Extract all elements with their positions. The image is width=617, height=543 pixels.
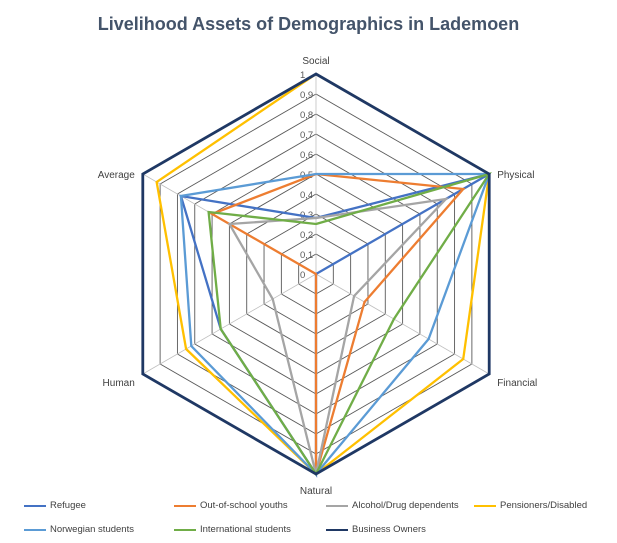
legend-label: Norwegian students bbox=[50, 524, 134, 535]
axis-labels: Social Physical Financial Natural Human Avera… bbox=[98, 56, 538, 497]
radial-tick-label: 0 bbox=[300, 270, 305, 281]
axis-label-financial: Financial bbox=[497, 378, 537, 389]
legend-swatch bbox=[326, 528, 348, 531]
radial-tick-label: 0,9 bbox=[300, 90, 313, 101]
legend-swatch bbox=[174, 528, 196, 531]
legend-item: Norwegian students bbox=[24, 524, 134, 535]
legend-item: Out-of-school youths bbox=[174, 500, 288, 511]
legend-swatch bbox=[24, 528, 46, 531]
chart-title: Livelihood Assets of Demographics in Lad… bbox=[97, 14, 520, 34]
radial-tick-label: 0,8 bbox=[300, 110, 313, 121]
radial-tick-label: 1 bbox=[300, 70, 305, 81]
legend-label: Out-of-school youths bbox=[200, 500, 288, 511]
axis-spoke bbox=[142, 273, 317, 375]
axis-label-social: Social bbox=[302, 56, 329, 67]
legend-swatch bbox=[24, 504, 46, 507]
series-lines bbox=[141, 72, 492, 478]
legend-item: Refugee bbox=[24, 500, 86, 511]
axis-label-natural: Natural bbox=[300, 486, 332, 497]
axis-label-average: Average bbox=[98, 170, 136, 181]
radial-tick-label: 0,1 bbox=[300, 250, 313, 261]
legend-label: International students bbox=[200, 524, 291, 535]
legend-label: Alcohol/Drug dependents bbox=[352, 500, 459, 511]
legend-item: International students bbox=[174, 524, 291, 535]
radial-tick-label: 0,2 bbox=[300, 230, 313, 241]
legend-label: Refugee bbox=[50, 500, 86, 511]
axis-label-human: Human bbox=[103, 378, 135, 389]
legend-label: Business Owners bbox=[352, 524, 426, 535]
legend-swatch bbox=[174, 504, 196, 507]
axis-spoke bbox=[315, 273, 490, 375]
legend-item: Alcohol/Drug dependents bbox=[326, 500, 459, 511]
legend-item: Business Owners bbox=[326, 524, 426, 535]
legend-item: Pensioners/Disabled bbox=[474, 500, 587, 511]
axis-label-physical: Physical bbox=[497, 170, 534, 181]
legend-swatch bbox=[474, 504, 496, 507]
legend-swatch bbox=[326, 504, 348, 507]
legend-label: Pensioners/Disabled bbox=[500, 500, 588, 511]
radial-tick-label: 0,4 bbox=[300, 190, 313, 201]
radial-tick-label: 0,7 bbox=[300, 130, 313, 141]
series-line-6 bbox=[141, 72, 491, 476]
radial-tick-label: 0,6 bbox=[300, 150, 313, 161]
